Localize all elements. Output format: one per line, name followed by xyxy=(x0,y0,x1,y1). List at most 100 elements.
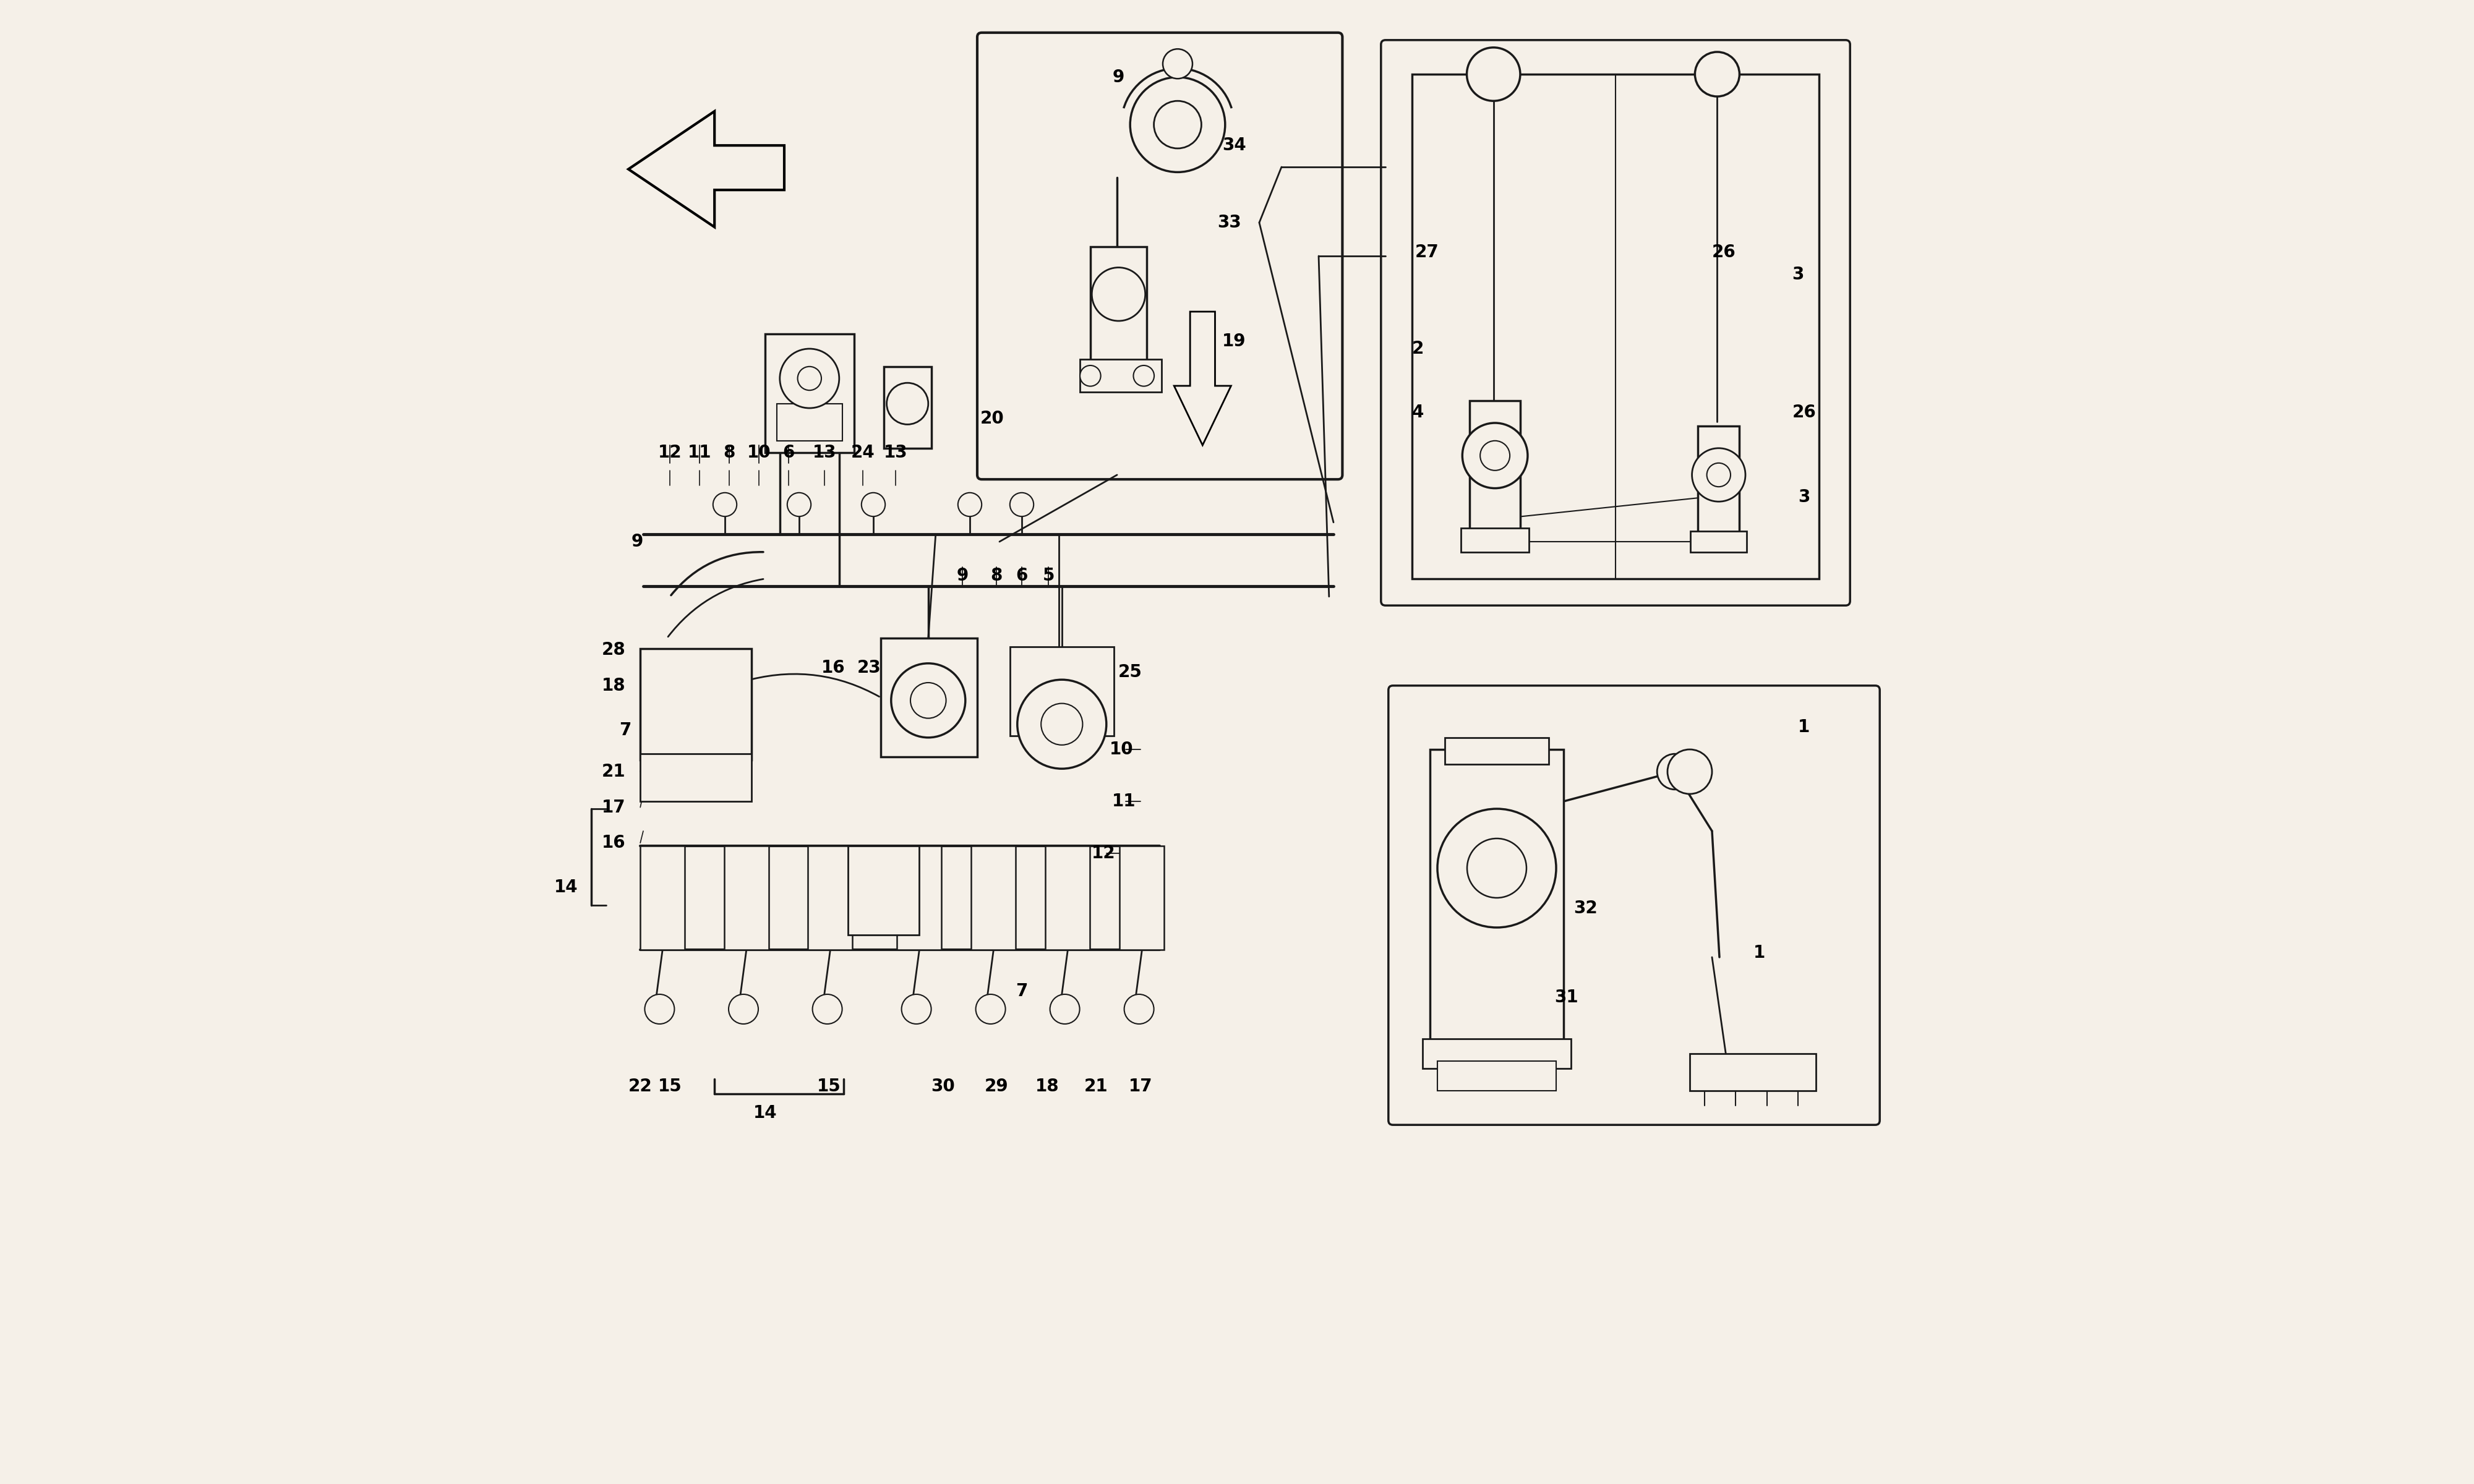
Bar xyxy=(764,334,854,453)
Bar xyxy=(777,404,841,441)
Bar xyxy=(1445,738,1549,764)
Text: 24: 24 xyxy=(851,444,876,462)
Text: 26: 26 xyxy=(1712,243,1737,261)
Text: 15: 15 xyxy=(658,1077,683,1095)
Text: 1: 1 xyxy=(1754,944,1766,962)
Text: 6: 6 xyxy=(782,444,794,462)
Bar xyxy=(1697,426,1739,537)
Polygon shape xyxy=(628,111,784,227)
Bar xyxy=(725,846,769,950)
Text: 7: 7 xyxy=(1017,982,1027,1000)
Circle shape xyxy=(646,994,675,1024)
Text: 16: 16 xyxy=(821,659,846,677)
Bar xyxy=(809,846,854,950)
Circle shape xyxy=(797,367,821,390)
Circle shape xyxy=(1462,423,1526,488)
Circle shape xyxy=(1049,994,1079,1024)
Circle shape xyxy=(1695,52,1739,96)
Bar xyxy=(641,649,752,760)
Circle shape xyxy=(1017,680,1106,769)
Text: 34: 34 xyxy=(1222,137,1247,154)
Circle shape xyxy=(1479,441,1509,470)
Text: 31: 31 xyxy=(1554,988,1578,1006)
Bar xyxy=(898,846,943,950)
FancyBboxPatch shape xyxy=(1388,686,1880,1125)
Bar xyxy=(1047,846,1091,950)
Text: 8: 8 xyxy=(722,444,735,462)
Text: 21: 21 xyxy=(601,763,626,781)
Bar xyxy=(641,846,685,950)
Circle shape xyxy=(787,493,811,516)
Circle shape xyxy=(1467,47,1519,101)
Circle shape xyxy=(713,493,737,516)
Bar xyxy=(1091,246,1148,365)
Text: 25: 25 xyxy=(1118,663,1143,681)
Circle shape xyxy=(861,493,886,516)
Text: 19: 19 xyxy=(1222,332,1247,350)
Circle shape xyxy=(1707,463,1732,487)
Text: 10: 10 xyxy=(747,444,772,462)
Text: 1: 1 xyxy=(1799,718,1811,736)
Text: 17: 17 xyxy=(1128,1077,1153,1095)
Text: 3: 3 xyxy=(1799,488,1811,506)
Text: 14: 14 xyxy=(554,879,579,896)
Text: 17: 17 xyxy=(601,798,626,816)
Text: 2: 2 xyxy=(1413,340,1425,358)
Circle shape xyxy=(1133,365,1155,386)
Bar xyxy=(883,367,930,448)
Text: 6: 6 xyxy=(1017,567,1027,585)
Bar xyxy=(1690,531,1747,552)
Circle shape xyxy=(1123,994,1153,1024)
Text: 3: 3 xyxy=(1791,266,1804,283)
Text: 12: 12 xyxy=(1091,844,1116,862)
Text: 15: 15 xyxy=(816,1077,841,1095)
Bar xyxy=(1460,528,1529,552)
Bar xyxy=(881,638,977,757)
Text: 29: 29 xyxy=(985,1077,1009,1095)
Circle shape xyxy=(886,383,928,424)
Text: 32: 32 xyxy=(1573,899,1598,917)
Text: 11: 11 xyxy=(1113,792,1136,810)
Bar xyxy=(1413,74,1818,579)
Text: 14: 14 xyxy=(752,1104,777,1122)
Text: 5: 5 xyxy=(1042,567,1054,585)
Text: 13: 13 xyxy=(883,444,908,462)
Text: 26: 26 xyxy=(1791,404,1816,421)
Circle shape xyxy=(891,663,965,738)
Text: 21: 21 xyxy=(1084,1077,1108,1095)
Text: 30: 30 xyxy=(930,1077,955,1095)
Bar xyxy=(849,846,920,935)
FancyBboxPatch shape xyxy=(977,33,1343,479)
Bar xyxy=(641,754,752,801)
Circle shape xyxy=(727,994,757,1024)
Circle shape xyxy=(957,493,982,516)
Bar xyxy=(1470,401,1519,534)
Bar xyxy=(1081,359,1163,392)
Text: 22: 22 xyxy=(628,1077,653,1095)
Text: 16: 16 xyxy=(601,834,626,852)
Text: 27: 27 xyxy=(1415,243,1440,261)
Circle shape xyxy=(910,683,945,718)
Text: 9: 9 xyxy=(631,533,643,551)
Circle shape xyxy=(1467,838,1526,898)
Circle shape xyxy=(901,994,930,1024)
Bar xyxy=(1690,1054,1816,1091)
Bar xyxy=(1437,1061,1556,1091)
Text: 11: 11 xyxy=(688,444,713,462)
Text: 7: 7 xyxy=(618,721,631,739)
Circle shape xyxy=(1009,493,1034,516)
Circle shape xyxy=(1153,101,1202,148)
Bar xyxy=(1430,749,1564,1046)
Circle shape xyxy=(1081,365,1101,386)
Text: 33: 33 xyxy=(1217,214,1242,232)
Text: 9: 9 xyxy=(957,567,967,585)
Bar xyxy=(972,846,1017,950)
Text: 8: 8 xyxy=(990,567,1002,585)
Text: 13: 13 xyxy=(811,444,836,462)
Text: 12: 12 xyxy=(658,444,683,462)
Text: 18: 18 xyxy=(601,677,626,695)
Bar xyxy=(1009,647,1113,736)
Bar xyxy=(1423,1039,1571,1068)
Bar xyxy=(1121,846,1165,950)
Polygon shape xyxy=(1175,312,1232,445)
